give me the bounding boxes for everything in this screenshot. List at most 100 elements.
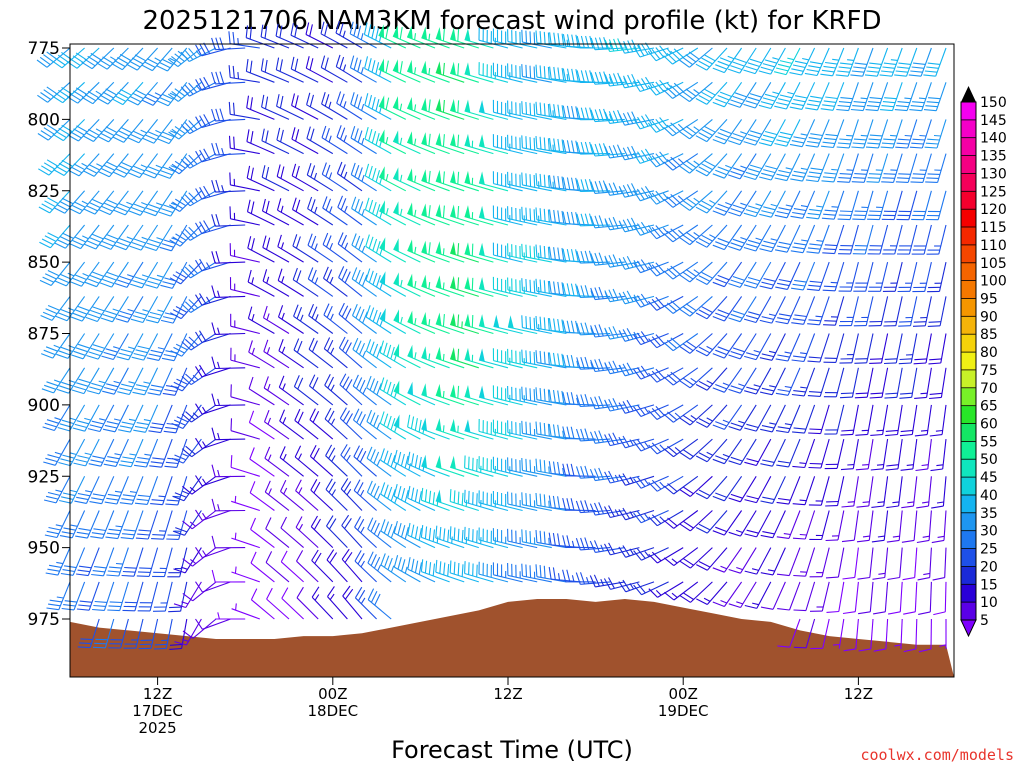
wind-barb — [507, 134, 538, 155]
wind-barb — [211, 142, 246, 156]
barb-full-flag — [106, 234, 119, 240]
barb-pennant — [450, 133, 456, 147]
barb-full-flag — [420, 525, 424, 538]
barb-full-flag — [375, 27, 379, 41]
barb-full-flag — [93, 528, 106, 532]
wind-barb — [91, 547, 115, 577]
barb-staff — [167, 81, 188, 107]
barb-staff — [134, 581, 144, 611]
wind-barb — [305, 56, 334, 83]
barb-full-flag — [57, 54, 69, 63]
barb-full-flag — [471, 277, 474, 291]
barb-full-flag — [759, 285, 772, 290]
barb-staff — [820, 476, 830, 506]
barb-full-flag — [75, 52, 87, 61]
barb-staff — [689, 295, 713, 317]
wind-barb — [464, 205, 494, 226]
wind-barb — [822, 261, 845, 292]
barb-full-flag — [655, 81, 665, 92]
barb-full-flag — [101, 205, 113, 212]
wind-barb — [562, 177, 596, 192]
barb-staff — [755, 296, 772, 323]
barb-full-flag — [590, 72, 596, 85]
barb-full-flag — [161, 208, 174, 214]
barb-full-flag — [340, 478, 349, 490]
wind-barb — [378, 95, 407, 120]
barb-full-flag — [356, 411, 363, 423]
wind-barb — [773, 47, 801, 76]
barb-full-flag — [808, 99, 821, 103]
barb-full-flag — [410, 453, 415, 466]
barb-half-flag — [876, 429, 884, 432]
barb-staff — [493, 539, 523, 549]
wind-barb — [535, 136, 567, 155]
barb-full-flag — [372, 201, 377, 215]
barb-full-flag — [151, 384, 164, 388]
barb-full-flag — [203, 148, 211, 160]
barb-staff — [723, 581, 743, 607]
wind-barb — [521, 563, 552, 583]
barb-full-flag — [149, 388, 162, 392]
barb-staff — [435, 143, 465, 155]
barb-staff — [594, 81, 625, 85]
wind-barb — [507, 171, 538, 192]
barb-full-flag — [158, 211, 171, 217]
barb-staff — [706, 475, 728, 500]
wind-barb — [712, 296, 743, 322]
barb-staff — [170, 190, 188, 217]
barb-staff — [84, 404, 100, 432]
barb-full-flag — [265, 130, 269, 143]
barb-full-flag — [215, 251, 220, 264]
wind-barb — [604, 542, 640, 556]
barb-pennant — [464, 419, 471, 433]
barb-full-flag — [375, 241, 381, 254]
wind-barb — [478, 490, 509, 512]
barb-half-flag — [428, 353, 431, 361]
wind-barb — [887, 581, 903, 615]
barb-staff — [125, 224, 144, 251]
barb-full-flag — [383, 342, 388, 355]
wind-barb — [157, 119, 188, 145]
barb-full-flag — [881, 142, 895, 145]
barb-full-flag — [58, 350, 71, 356]
wind-barb — [562, 497, 596, 512]
barb-staff — [522, 432, 552, 440]
wind-barb — [279, 409, 304, 440]
barb-half-flag — [114, 453, 122, 456]
barb-full-flag — [776, 101, 789, 106]
wind-barb — [618, 73, 655, 89]
barb-staff — [65, 261, 86, 287]
barb-full-flag — [648, 444, 658, 455]
barb-staff — [884, 547, 889, 578]
barb-staff — [435, 251, 465, 263]
barb-full-flag — [418, 456, 422, 470]
barb-full-flag — [367, 24, 372, 37]
barb-half-flag — [677, 123, 684, 130]
barb-full-flag — [349, 21, 354, 34]
wind-barb — [96, 47, 129, 70]
barb-full-flag — [521, 349, 523, 362]
barb-pennant — [407, 59, 413, 74]
barb-full-flag — [746, 458, 759, 463]
barb-full-flag — [553, 175, 556, 188]
barb-full-flag — [792, 537, 806, 540]
barb-full-flag — [630, 217, 638, 230]
barb-half-flag — [266, 347, 271, 354]
barb-full-flag — [580, 179, 585, 192]
barb-staff — [478, 430, 509, 440]
barb-staff — [366, 387, 392, 406]
wind-barb — [195, 148, 231, 163]
barb-full-flag — [666, 53, 677, 63]
barb-full-flag — [471, 243, 474, 257]
barb-full-flag — [290, 23, 294, 36]
barb-half-flag — [831, 168, 839, 171]
barb-staff — [656, 333, 684, 349]
barb-full-flag — [371, 167, 377, 181]
barb-full-flag — [151, 422, 164, 426]
barb-full-flag — [562, 68, 567, 81]
barb-half-flag — [282, 417, 287, 424]
wind-barb — [679, 438, 713, 460]
barb-pennant — [464, 205, 471, 219]
wind-barb — [229, 206, 260, 226]
barb-full-flag — [354, 586, 363, 599]
